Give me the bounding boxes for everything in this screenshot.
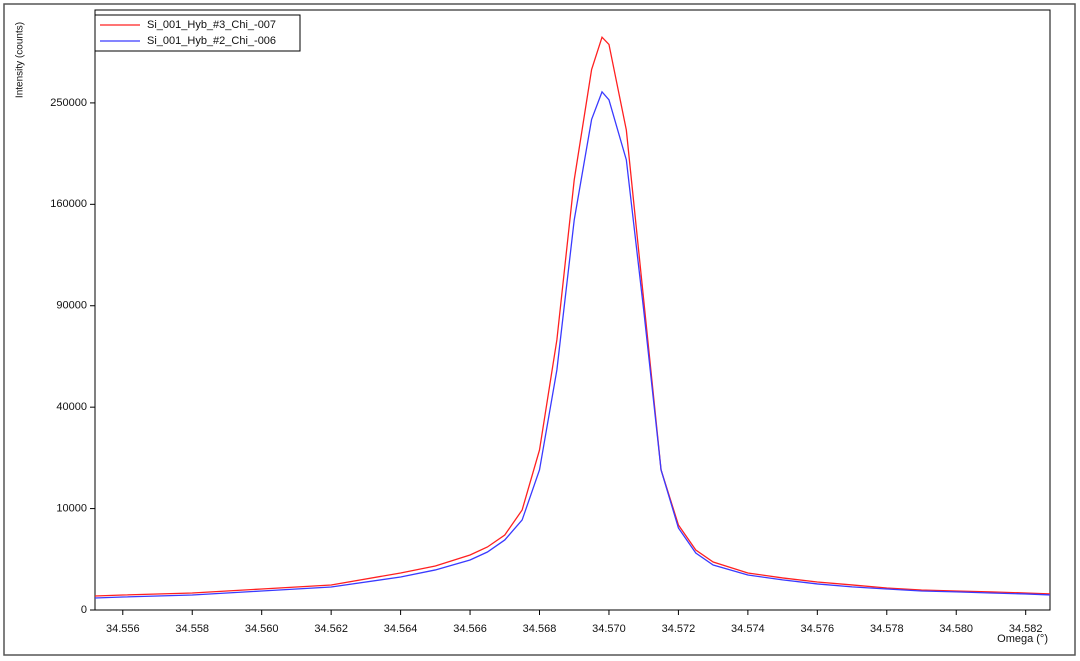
x-tick-label: 34.572 [662, 623, 696, 635]
x-tick-label: 34.582 [1009, 623, 1043, 635]
line-series [94, 35, 1051, 597]
plot-area [94, 9, 1051, 611]
y-axis-label: Intensity (counts) [15, 22, 26, 98]
legend-box [94, 14, 301, 52]
x-tick-label: 34.560 [245, 623, 279, 635]
x-tick-label: 34.576 [800, 623, 834, 635]
y-tick-label: 250000 [50, 97, 87, 109]
x-tick-label: 34.558 [175, 623, 209, 635]
x-tick-label: 34.574 [731, 623, 765, 635]
frame [3, 3, 1076, 656]
legend-label: Si_001_Hyb_#3_Chi_-007 [147, 19, 276, 31]
y-tick-label: 10000 [56, 502, 87, 514]
x-tick-label: 34.564 [384, 623, 418, 635]
y-tick-label: 0 [81, 604, 87, 616]
x-tick-label: 34.580 [939, 623, 973, 635]
legend-label: Si_001_Hyb_#2_Chi_-006 [147, 35, 276, 47]
x-tick-label: 34.578 [870, 623, 904, 635]
y-tick-label: 160000 [50, 198, 87, 210]
y-tick-label: 40000 [56, 401, 87, 413]
y-tick-label: 90000 [56, 300, 87, 312]
x-tick-label: 34.566 [453, 623, 487, 635]
line-series [94, 90, 1051, 599]
x-tick-label: 34.556 [106, 623, 140, 635]
x-tick-label: 34.568 [523, 623, 557, 635]
x-tick-label: 34.570 [592, 623, 626, 635]
x-tick-label: 34.562 [314, 623, 348, 635]
x-axis-label: Omega (°) [997, 633, 1048, 645]
